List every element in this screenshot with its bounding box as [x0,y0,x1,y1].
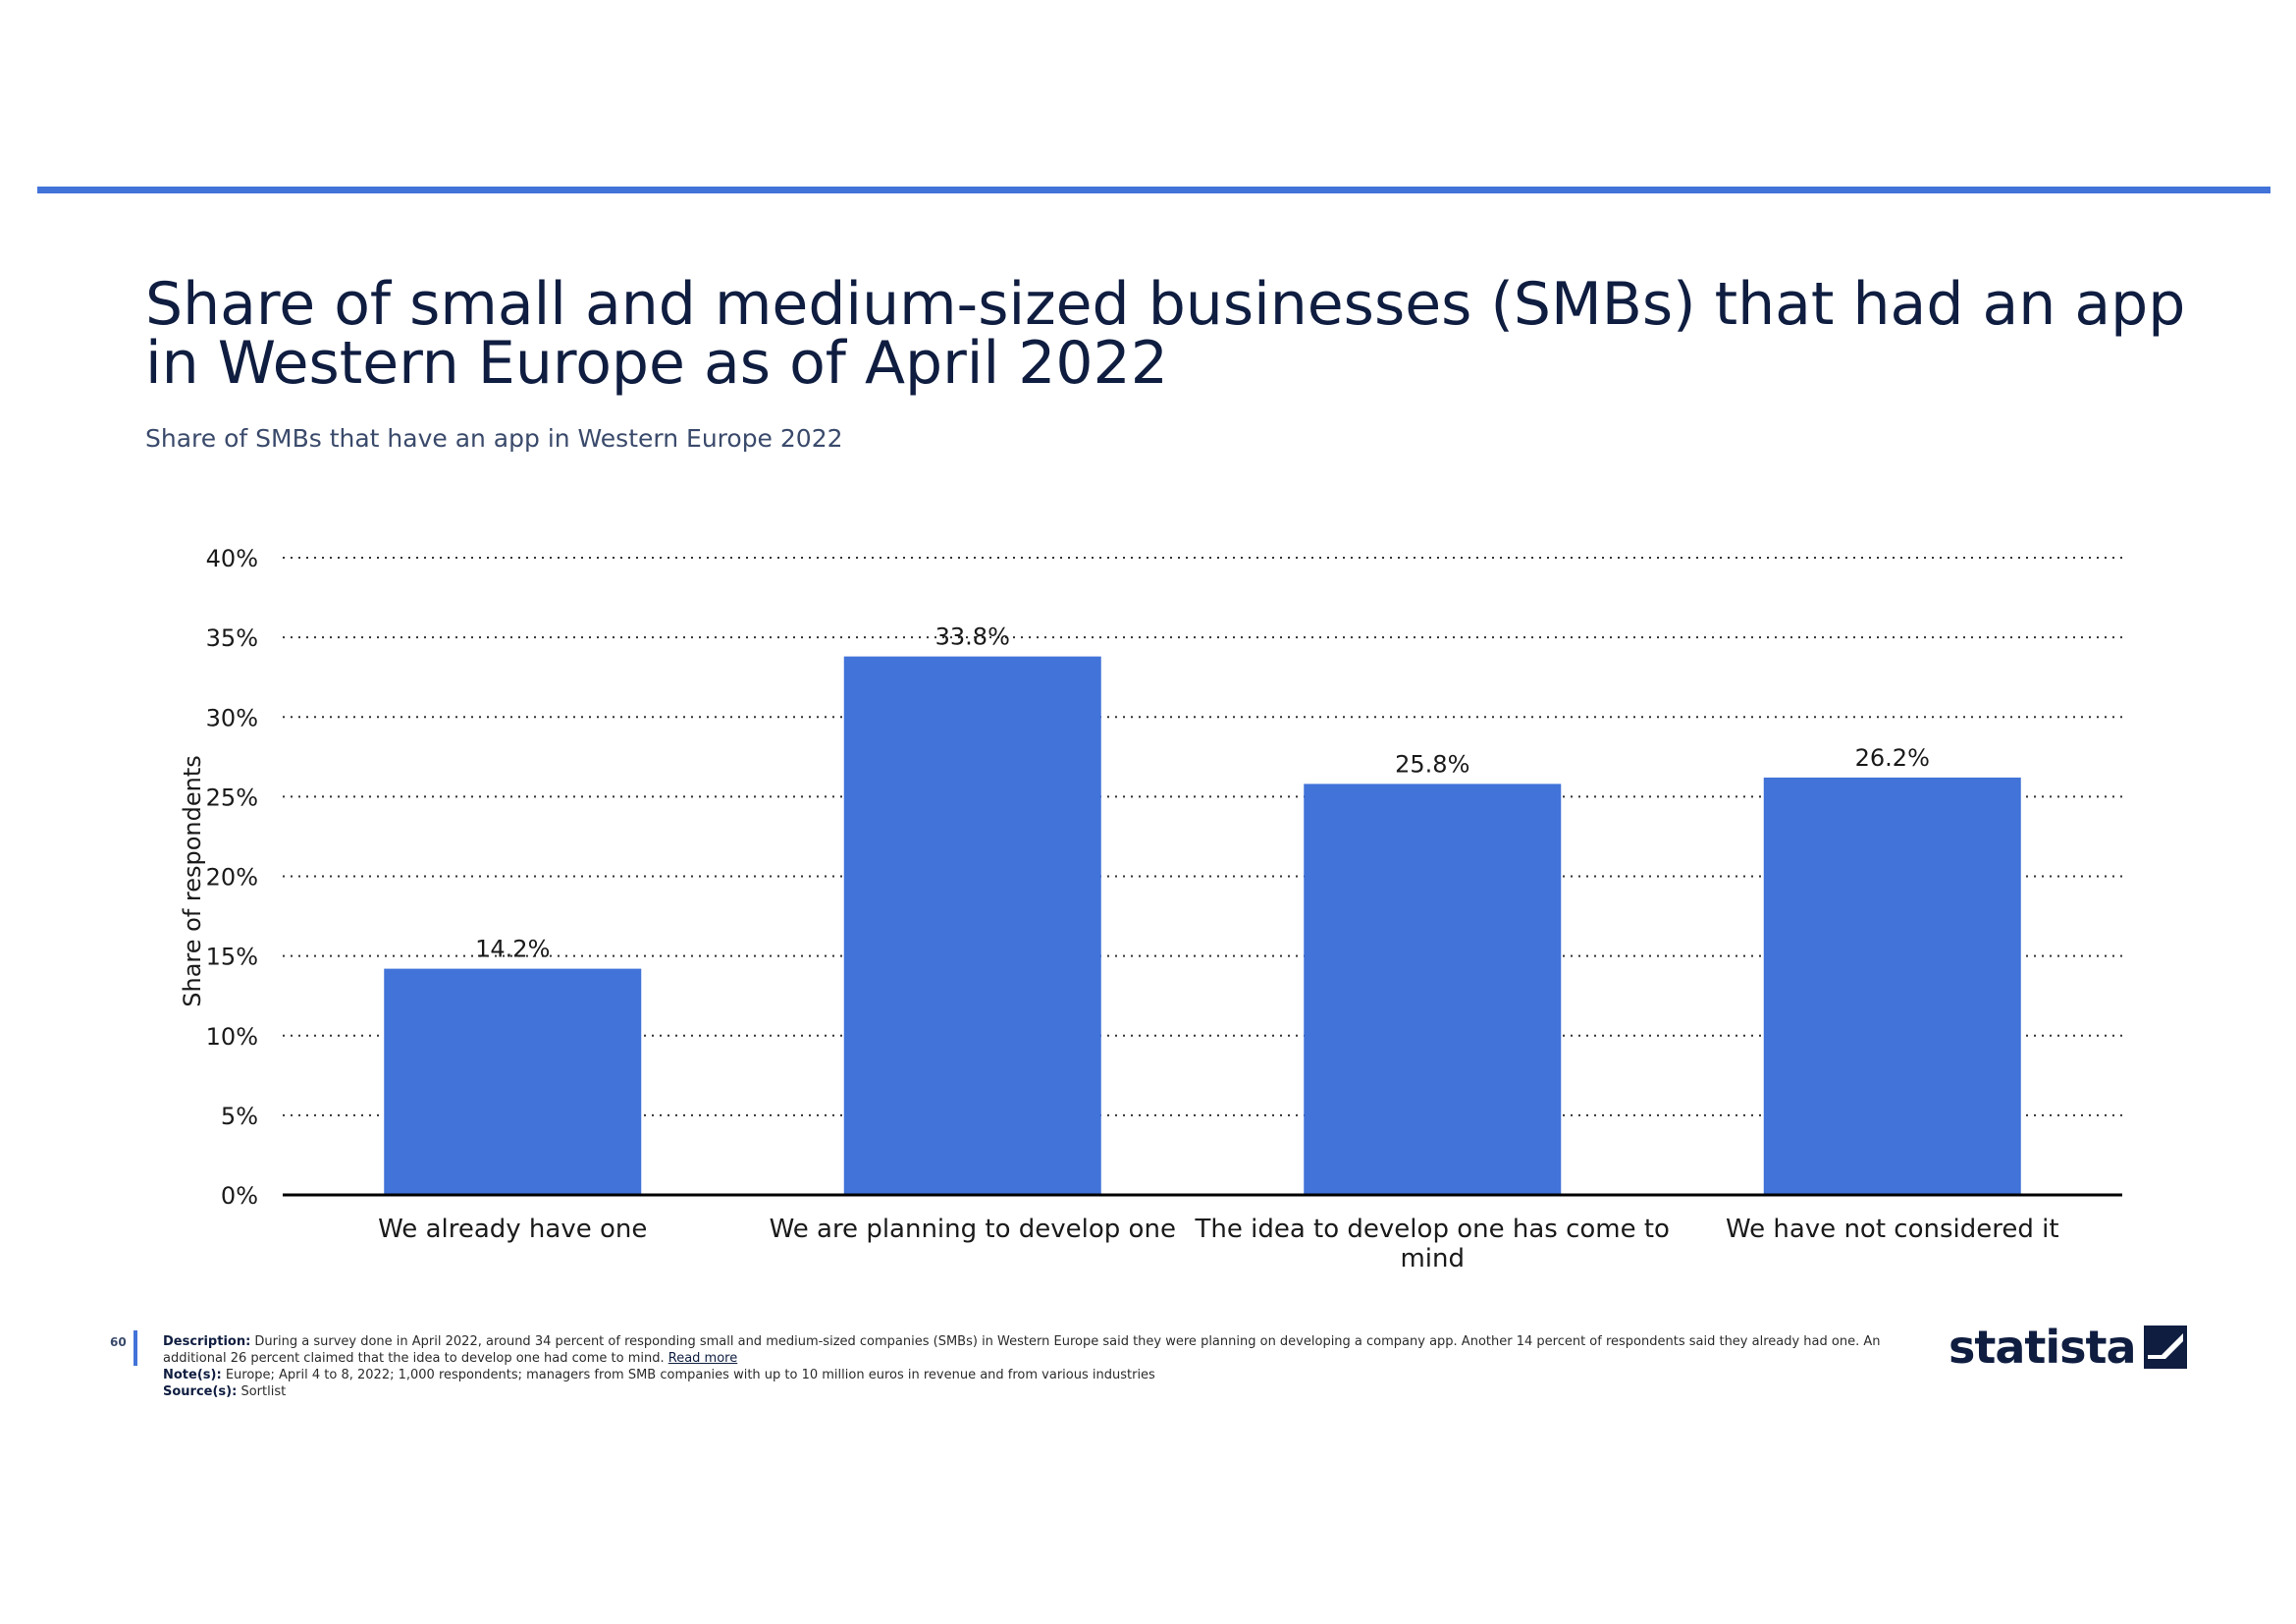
y-tick-label: 15% [206,944,258,971]
y-tick-label: 40% [206,545,258,572]
notes-text: Europe; April 4 to 8, 2022; 1,000 respon… [225,1368,1155,1382]
x-tick-label-line: mind [1400,1244,1465,1273]
y-tick-label: 35% [206,624,258,652]
data-label: 26.2% [1855,744,1930,772]
notes-label: Note(s): [163,1368,222,1382]
top-accent-rule [37,187,2270,193]
description-text: During a survey done in April 2022, arou… [163,1334,1881,1366]
data-labels: 14.2% 33.8% 25.8% 26.2% [475,623,1930,963]
y-tick-label: 10% [206,1023,258,1051]
y-tick-label: 20% [206,864,258,892]
footer-accent-bar [133,1330,137,1366]
x-tick-label: We have not considered it [1726,1215,2059,1244]
x-tick-label: We already have one [378,1215,647,1244]
chart-subtitle: Share of SMBs that have an app in Wester… [145,424,843,453]
x-tick-label: The idea to develop one has come to mind [1195,1215,1670,1273]
data-label: 25.8% [1395,750,1469,778]
notes-line: Note(s): Europe; April 4 to 8, 2022; 1,0… [163,1367,1910,1383]
data-label: 14.2% [475,936,550,963]
read-more-link[interactable]: Read more [667,1351,738,1366]
x-tick-label-line: The idea to develop one has come to [1195,1215,1670,1244]
x-tick-label: We are planning to develop one [770,1215,1176,1244]
source-text: Sortlist [240,1384,287,1399]
bar[interactable] [1763,777,2021,1195]
description-line: Description: During a survey done in Apr… [163,1333,1910,1367]
y-axis-ticks: 0% 5% 10% 15% 20% 25% 30% 35% 40% [206,545,258,1210]
y-tick-label: 25% [206,784,258,811]
x-tick-label-line: We have not considered it [1726,1215,2059,1244]
x-axis-ticks: We already have one We are planning to de… [378,1215,2058,1273]
y-axis-title: Share of respondents [179,755,206,1007]
y-tick-label: 0% [221,1182,258,1210]
y-tick-label: 30% [206,704,258,731]
statista-logo-icon [2143,1326,2187,1369]
bar-chart: 0% 5% 10% 15% 20% 25% 30% 35% 40% 14.2% 33.8% 25.8… [179,545,2122,1273]
source-label: Source(s): [163,1384,238,1399]
statista-logo[interactable]: statista [1949,1318,2187,1377]
page-number: 60 [110,1335,127,1349]
chart-title: Share of small and medium-sized business… [145,270,2186,398]
bar[interactable] [384,968,642,1195]
logo-text: statista [1949,1321,2137,1374]
x-tick-label-line: We are planning to develop one [770,1215,1176,1244]
bars [384,656,2021,1195]
bar[interactable] [1304,784,1562,1195]
x-tick-label-line: We already have one [378,1215,647,1244]
data-label: 33.8% [935,623,1010,651]
description-label: Description: [163,1334,251,1349]
bar[interactable] [843,656,1101,1195]
y-tick-label: 5% [221,1103,258,1130]
source-line: Source(s): Sortlist [163,1383,1910,1400]
footer-notes: Description: During a survey done in Apr… [163,1333,1910,1400]
